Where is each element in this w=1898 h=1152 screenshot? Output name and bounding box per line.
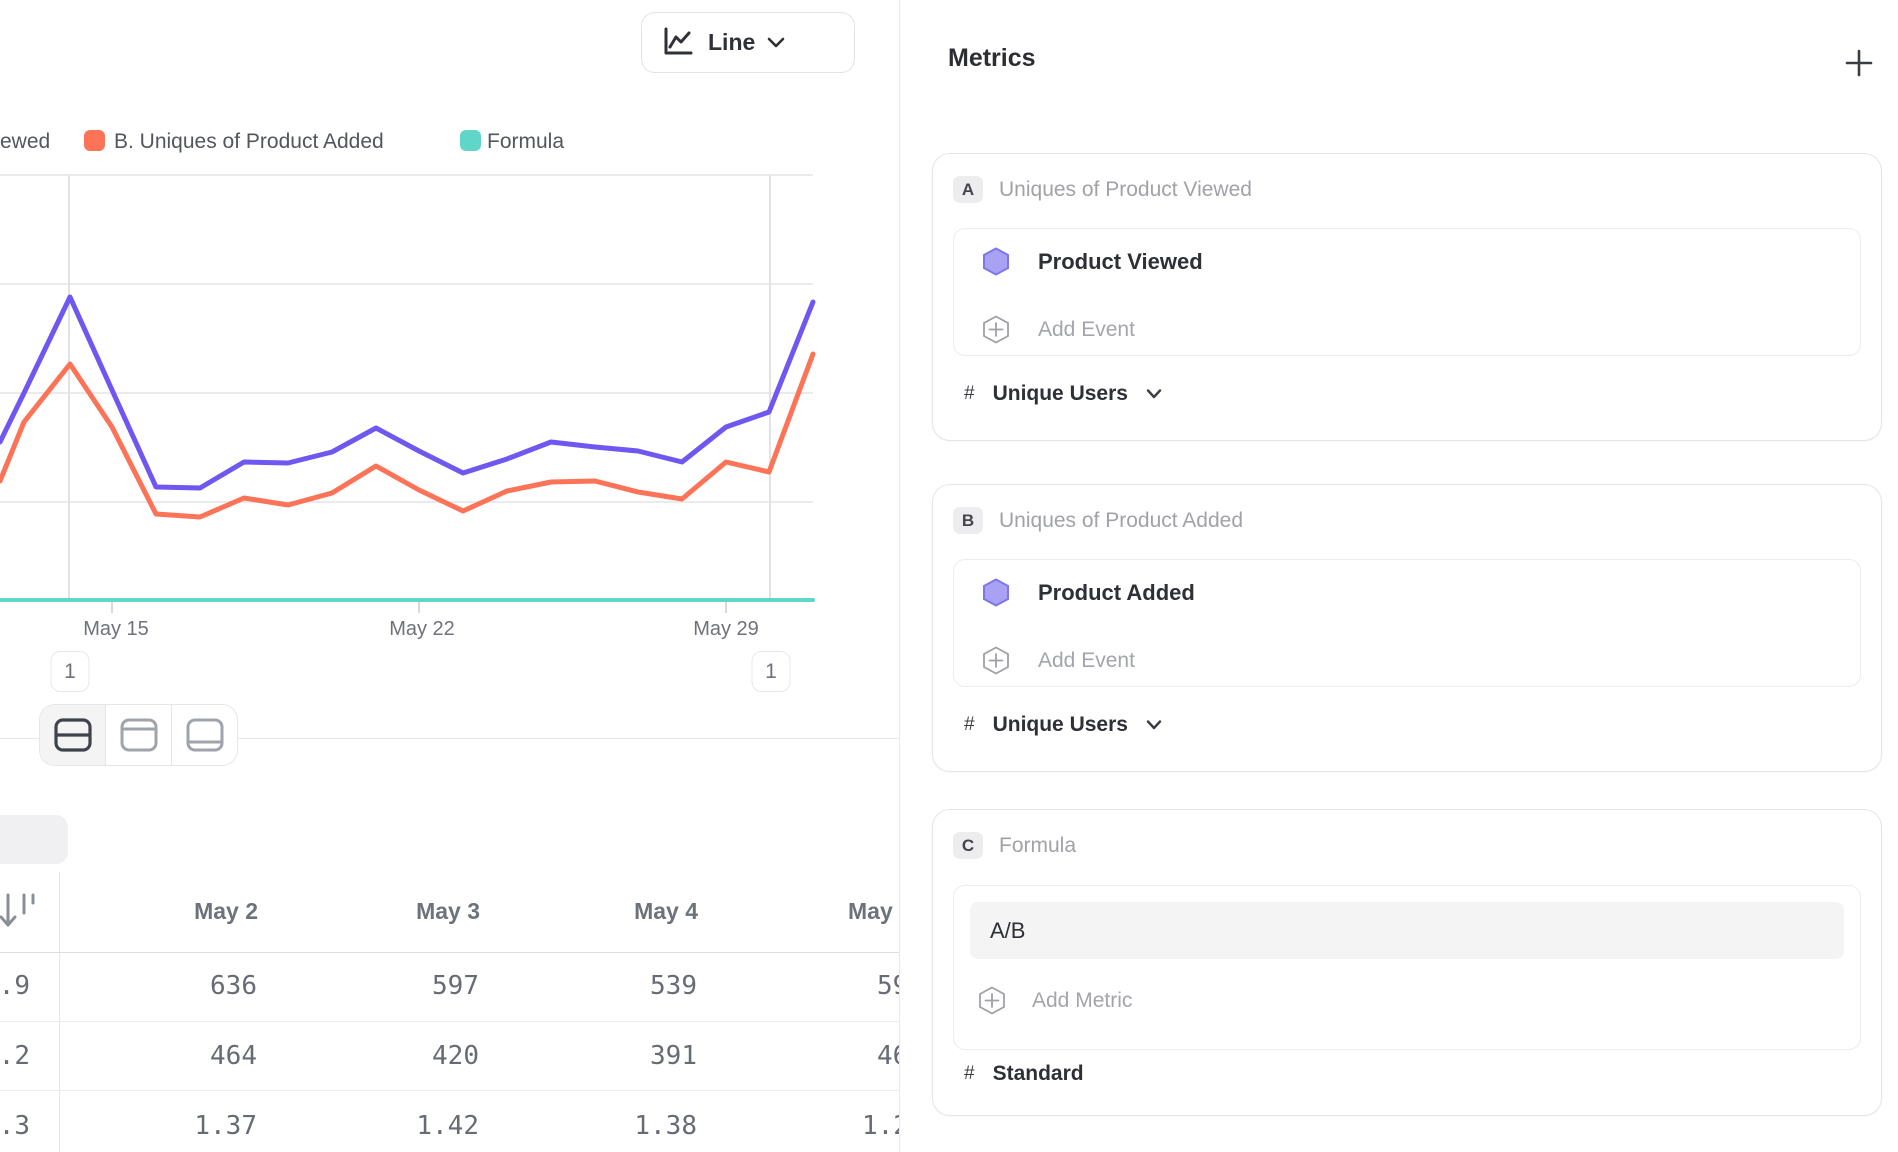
event-name[interactable]: Product Added [1038,579,1195,605]
table-header-border [0,952,899,953]
measure-selector[interactable]: # Unique Users [964,713,1162,737]
table-cell: 1.2 [862,1111,899,1141]
table-cell: 636 [210,971,257,1001]
table-header[interactable]: May 3 [416,898,480,924]
formula-value: A/B [990,917,1026,943]
x-axis-label: May 22 [389,618,455,640]
series-line[interactable] [0,294,816,491]
metric-card-title[interactable]: Formula [999,833,1077,857]
measure-selector[interactable]: # Standard [964,1062,1084,1086]
line-chart-icon [664,27,693,54]
add-event-hexagon-plus-icon [983,646,1009,675]
metric-card-title[interactable]: Uniques of Product Viewed [999,177,1252,201]
annotation-badge[interactable]: 1 [50,651,90,692]
legend-item-b[interactable]: B. Uniques of Product Added [114,130,384,153]
metric-letter-badge: B [953,507,983,534]
event-hexagon-icon [983,247,1009,276]
metric-card-c[interactable]: C Formula A/B Add Metric # Standard [932,809,1882,1116]
metric-card-a[interactable]: A Uniques of Product Viewed Product View… [932,153,1882,441]
line-chart[interactable] [0,160,899,620]
table-corner-pill[interactable] [0,815,68,864]
add-event-button[interactable]: Add Event [980,315,1135,344]
layout-bottom-icon [186,718,223,752]
x-axis-label: May 29 [693,618,759,640]
metric-card-title[interactable]: Uniques of Product Added [999,508,1244,532]
chart-legend: ewed B. Uniques of Product Added Formula [0,128,899,154]
chevron-down-icon [1146,389,1162,399]
table-header[interactable]: May [848,898,893,924]
legend-swatch-b [84,130,105,151]
table-cell: 597 [432,971,479,1001]
section-divider [0,738,899,739]
chart-type-button[interactable]: Line [641,12,855,73]
layout-top-icon [120,718,157,752]
table-cell: .2 [0,1041,30,1071]
table-cell: 464 [210,1041,257,1071]
add-event-hexagon-plus-icon [983,315,1009,344]
layout-split-icon [53,718,92,752]
chevron-down-icon [767,37,785,47]
metric-letter-badge: A [953,176,983,203]
table-cell: 1.38 [634,1111,697,1141]
table-header[interactable]: May 4 [634,898,698,924]
add-event-label: Add Event [1038,648,1135,672]
chevron-down-icon [1146,720,1162,730]
event-box: Product Added Add Event [953,559,1861,687]
legend-swatch-formula [460,130,481,151]
hash-icon: # [964,383,975,404]
table-cell: 1.42 [416,1111,479,1141]
measure-selector[interactable]: # Unique Users [964,382,1162,406]
layout-chart-only-button[interactable] [105,705,171,765]
formula-input[interactable]: A/B [970,902,1844,959]
layout-table-only-button[interactable] [171,705,237,765]
table-cell: 539 [650,971,697,1001]
table-cell: 420 [432,1041,479,1071]
measure-label: Unique Users [992,382,1128,405]
formula-box: A/B Add Metric [953,885,1861,1050]
legend-item-formula[interactable]: Formula [487,130,565,153]
chart-section: Line ewed B. Uniques of Product Added Fo… [0,0,899,1152]
event-box: Product Viewed Add Event [953,228,1861,356]
add-metric-plus-icon[interactable] [1844,48,1874,78]
table-row-separator [0,1090,899,1091]
annotation-badge[interactable]: 1 [751,651,791,692]
series-line[interactable] [0,351,816,520]
add-metric-hexagon-plus-icon [979,986,1005,1015]
hash-icon: # [964,714,975,735]
layout-toggle-group [39,704,238,766]
x-axis-label: May 15 [83,618,149,640]
table-cell: .3 [0,1111,30,1141]
table-cell: 391 [650,1041,697,1071]
table-cell: 59 [877,971,899,1001]
sort-icon[interactable] [0,891,36,935]
table-cell: .9 [0,971,30,1001]
add-metric-button[interactable]: Add Metric [976,986,1132,1015]
table-cell: 46 [877,1041,899,1071]
table-row-separator [0,1021,899,1022]
measure-label: Unique Users [992,713,1128,736]
add-event-label: Add Event [1038,317,1135,341]
legend-item-a-partial[interactable]: ewed [0,130,51,153]
measure-label: Standard [992,1062,1084,1085]
metric-letter-badge: C [953,832,983,859]
table-header[interactable]: May 2 [194,898,258,924]
hash-icon: # [964,1063,975,1084]
event-hexagon-icon [983,578,1009,607]
add-event-button[interactable]: Add Event [980,646,1135,675]
event-name[interactable]: Product Viewed [1038,248,1203,274]
table-cell: 1.37 [194,1111,257,1141]
add-metric-label: Add Metric [1032,988,1133,1012]
chart-type-label: Line [708,29,756,55]
metric-card-b[interactable]: B Uniques of Product Added Product Added… [932,484,1882,772]
table-first-column-separator [59,872,60,1152]
layout-split-button[interactable] [40,705,105,765]
metrics-panel-title: Metrics [948,44,1036,72]
